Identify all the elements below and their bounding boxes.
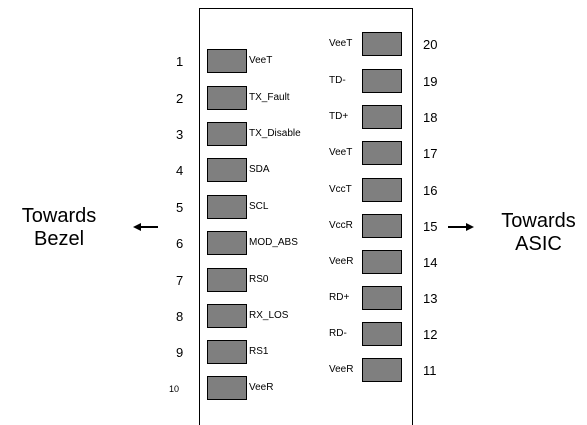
pin-pad [207, 340, 247, 364]
connector-housing [199, 8, 413, 425]
pin-number: 17 [423, 146, 438, 161]
pin-signal-label: VccT [329, 184, 352, 195]
pin-number: 16 [423, 183, 438, 198]
towards-asic-line1: Towards [501, 210, 576, 232]
pin-pad [362, 358, 402, 382]
pin-signal-label: TX_Disable [249, 128, 301, 139]
pin-signal-label: VeeR [249, 382, 274, 393]
pin-pad [207, 195, 247, 219]
arrow-left-icon [133, 223, 158, 231]
pin-number: 7 [176, 273, 184, 288]
pin-signal-label: RD- [329, 328, 347, 339]
pin-signal-label: VeeR [329, 256, 354, 267]
pin-pad [207, 304, 247, 328]
arrow-right-icon [448, 223, 474, 231]
pin-number: 13 [423, 291, 438, 306]
pin-signal-label: TD- [329, 75, 346, 86]
pin-signal-label: VeeR [329, 364, 354, 375]
pin-pad [362, 141, 402, 165]
pin-number: 1 [176, 54, 184, 69]
pin-signal-label: RX_LOS [249, 310, 289, 321]
pin-pad [362, 286, 402, 310]
pin-signal-label: VeeT [329, 147, 353, 158]
pin-signal-label: VeeT [249, 55, 273, 66]
pin-signal-label: TX_Fault [249, 92, 290, 103]
pin-number: 10 [169, 384, 180, 394]
pin-signal-label: SDA [249, 164, 270, 175]
pin-number: 9 [176, 345, 184, 360]
pin-pad [207, 122, 247, 146]
pin-signal-label: RD+ [329, 292, 350, 303]
pin-signal-label: TD+ [329, 111, 349, 122]
pin-pad [362, 178, 402, 202]
pin-signal-label: RS1 [249, 346, 269, 357]
pin-signal-label: VccR [329, 220, 353, 231]
pin-signal-label: RS0 [249, 274, 269, 285]
pin-number: 14 [423, 255, 438, 270]
pin-number: 3 [176, 127, 184, 142]
towards-asic-label: Towards ASIC [490, 210, 587, 256]
pin-pad [207, 158, 247, 182]
pin-number: 4 [176, 163, 184, 178]
pin-number: 5 [176, 200, 184, 215]
towards-bezel-label: Towards Bezel [10, 205, 108, 251]
pin-pad [362, 250, 402, 274]
pin-number: 15 [423, 219, 438, 234]
pin-signal-label: VeeT [329, 38, 353, 49]
pin-pad [362, 105, 402, 129]
pin-number: 11 [423, 363, 437, 378]
pin-pad [207, 376, 247, 400]
pin-number: 12 [423, 327, 438, 342]
pin-pad [362, 69, 402, 93]
pin-pad [362, 32, 402, 56]
pin-pad [362, 214, 402, 238]
pin-signal-label: SCL [249, 201, 269, 212]
towards-bezel-line2: Bezel [33, 228, 85, 250]
towards-asic-line2: ASIC [515, 233, 562, 255]
pin-number: 20 [423, 37, 438, 52]
pin-pad [207, 268, 247, 292]
pin-pad [362, 322, 402, 346]
pin-number: 18 [423, 110, 438, 125]
pin-number: 2 [176, 91, 184, 106]
pin-pad [207, 86, 247, 110]
pin-signal-label: MOD_ABS [249, 237, 298, 248]
pin-number: 19 [423, 74, 438, 89]
pin-number: 8 [176, 309, 184, 324]
pin-pad [207, 49, 247, 73]
pin-pad [207, 231, 247, 255]
towards-bezel-line1: Towards [21, 205, 97, 227]
pin-number: 6 [176, 236, 184, 251]
